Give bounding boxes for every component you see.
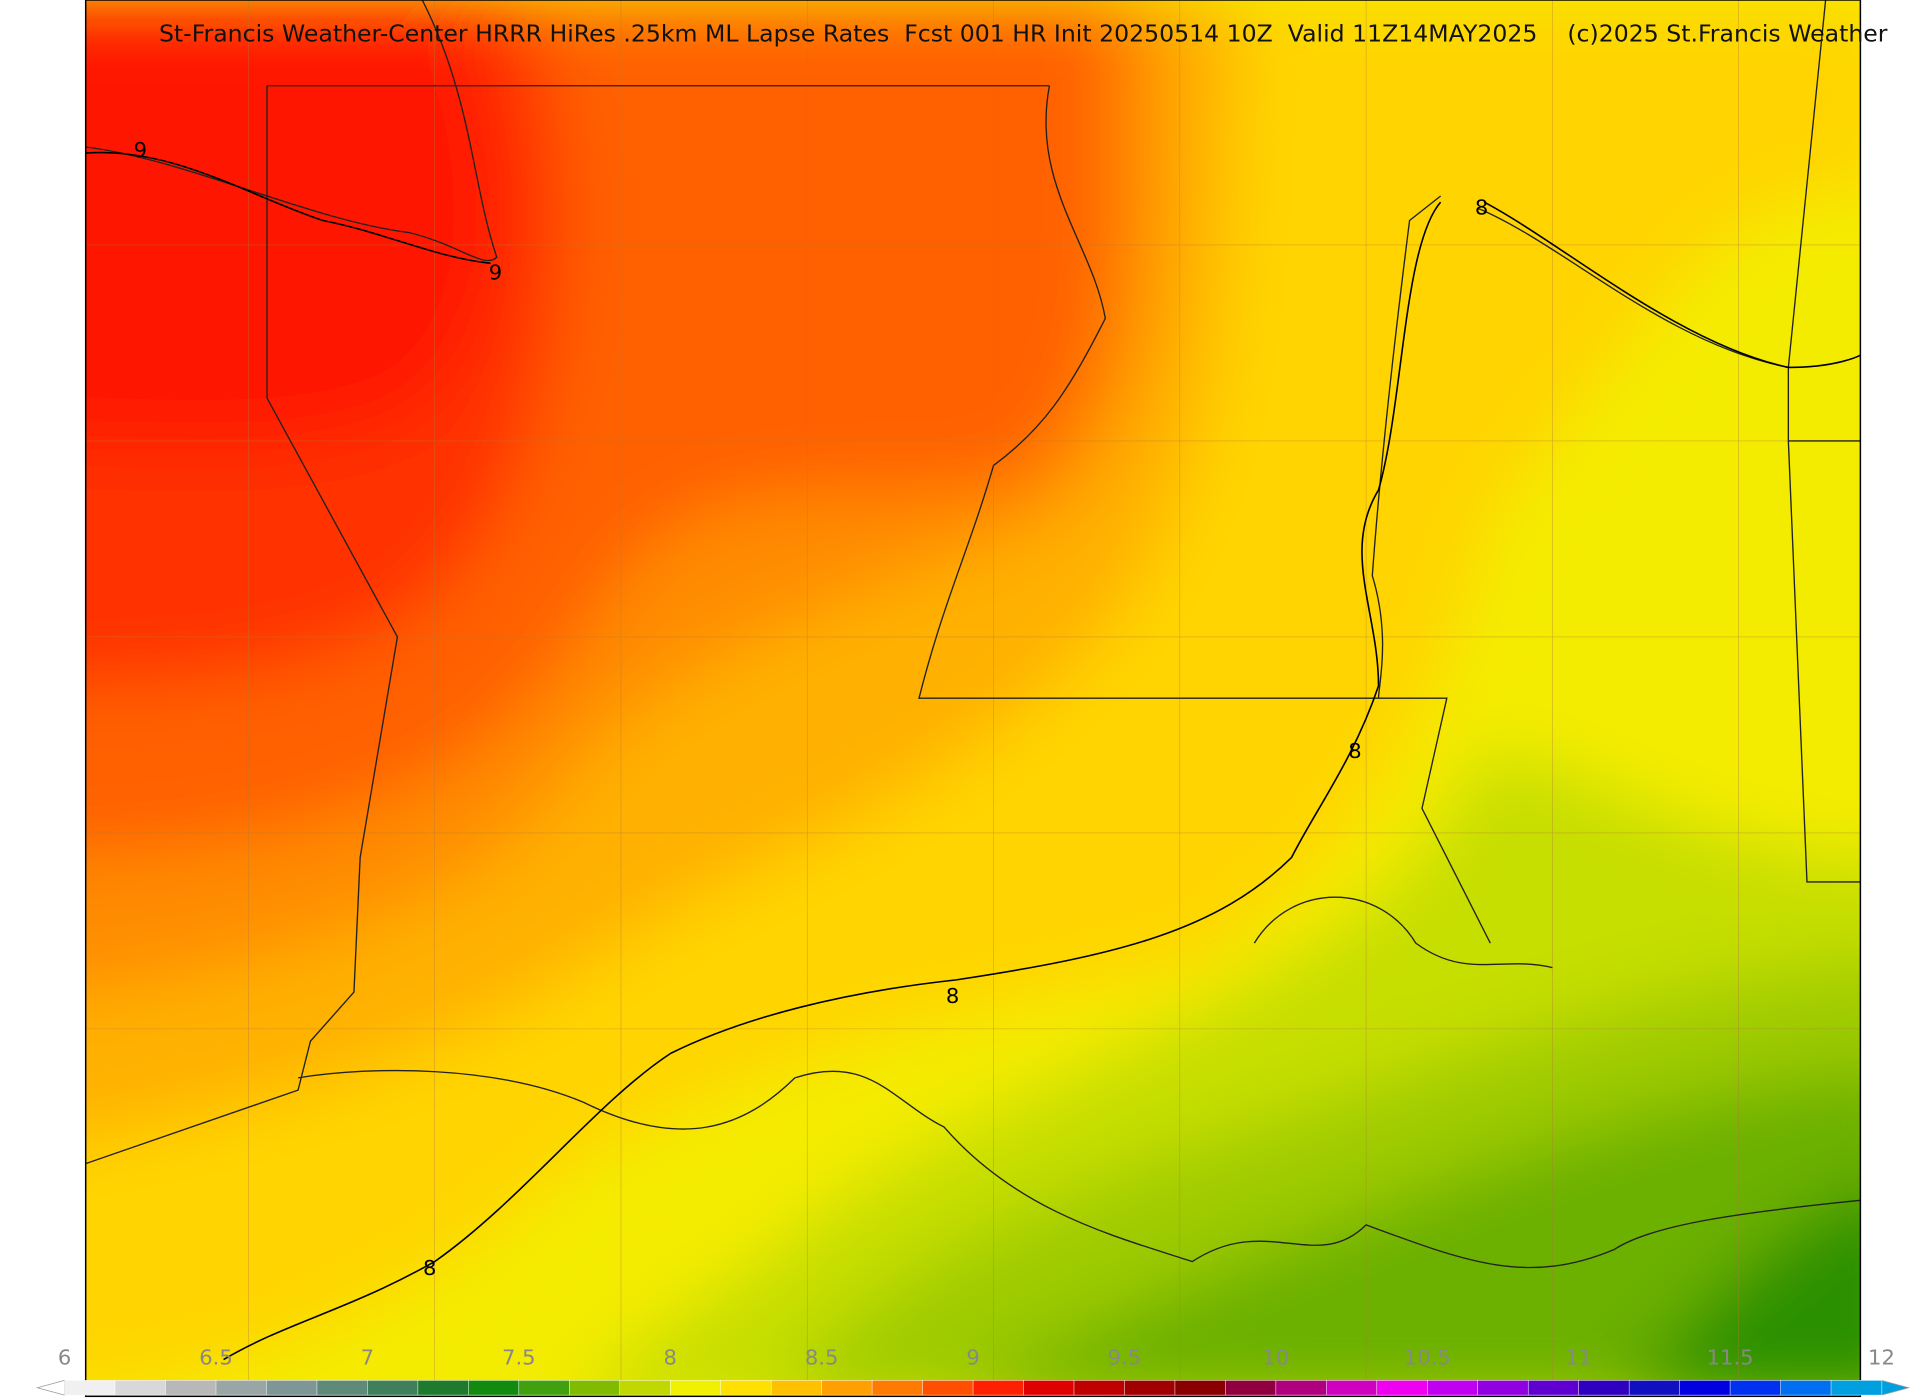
contour-label: 8: [1475, 195, 1488, 219]
colorbar-swatch: [1376, 1380, 1428, 1396]
colorbar-swatch: [1477, 1380, 1529, 1396]
contour-label: 9: [489, 260, 502, 284]
colorbar-swatch: [165, 1380, 217, 1396]
contour-label: 8: [1348, 739, 1361, 763]
colorbar-swatch: [468, 1380, 520, 1396]
colorbar-swatch: [1073, 1380, 1126, 1396]
colorbar-swatch: [972, 1380, 1025, 1396]
colorbar-swatch: [1023, 1380, 1075, 1396]
colorbar-swatch: [1578, 1380, 1630, 1396]
colorbar-swatch: [1275, 1380, 1327, 1396]
colorbar-swatch: [720, 1380, 772, 1396]
colorbar-swatch: [1780, 1380, 1832, 1396]
colorbar-swatch: [669, 1380, 722, 1396]
colorbar-swatch: [1729, 1380, 1782, 1396]
colorbar-swatch: [770, 1380, 823, 1396]
colorbar-tick-label: 11: [1565, 1346, 1592, 1370]
colorbar-swatch: [417, 1380, 469, 1396]
colorbar-tick-label: 9.5: [1108, 1346, 1142, 1370]
colorbar-tick-label: 6: [58, 1346, 71, 1370]
colorbar-swatch: [569, 1380, 621, 1396]
colorbar-swatch: [64, 1380, 116, 1396]
colorbar-tick-label: 12: [1868, 1346, 1895, 1370]
colorbar-swatch: [1225, 1380, 1277, 1396]
colorbar-swatch: [1427, 1380, 1479, 1396]
plot-frame: [84, 0, 1862, 1398]
contours: [85, 151, 1861, 1361]
map-title: St-Francis Weather-Center HRRR HiRes .25…: [159, 20, 1888, 48]
colorbar-swatch: [821, 1380, 873, 1396]
colorbar-swatch: [1174, 1380, 1227, 1396]
colorbar-swatch: [1527, 1380, 1580, 1396]
colorbar-max-arrow: [1881, 1379, 1911, 1396]
colorbar: 6 6.5 7 7.5 8 8.5 9 9.5 10 10.5 11 11.5 12: [35, 1346, 1911, 1396]
colorbar-swatch: [367, 1380, 419, 1396]
colorbar-swatch: [518, 1380, 570, 1396]
colorbar-swatch: [1628, 1380, 1681, 1396]
contour-label: 8: [423, 1256, 436, 1280]
colorbar-swatch: [1124, 1380, 1176, 1396]
colorbar-swatch: [871, 1380, 924, 1396]
colorbar-tick-label: 10: [1262, 1346, 1289, 1370]
colorbar-min-arrow: [35, 1379, 65, 1396]
colorbar-swatch: [619, 1380, 671, 1396]
colorbar-swatch: [922, 1380, 974, 1396]
colorbar-tick-label: 10.5: [1404, 1346, 1451, 1370]
colorbar-tick-label: 8.5: [805, 1346, 839, 1370]
contour-label: 9: [134, 138, 147, 162]
colorbar-tick-label: 8: [664, 1346, 677, 1370]
colorbar-tick-label: 7.5: [502, 1346, 536, 1370]
contour-label: 8: [946, 984, 959, 1008]
colorbar-swatch: [1679, 1380, 1731, 1396]
colorbar-swatch: [215, 1380, 268, 1396]
colorbar-swatch: [1326, 1380, 1378, 1396]
colorbar-tick-label: 6.5: [199, 1346, 233, 1370]
colorbar-swatch: [1830, 1380, 1883, 1396]
colorbar-swatch: [266, 1380, 318, 1396]
state-borders: [85, 0, 1861, 1269]
colorbar-tick-label: 9: [966, 1346, 979, 1370]
colorbar-swatch: [316, 1380, 369, 1396]
colorbar-tick-label: 7: [361, 1346, 374, 1370]
colorbar-tick-label: 11.5: [1707, 1346, 1754, 1370]
colorbar-swatch: [114, 1380, 167, 1396]
